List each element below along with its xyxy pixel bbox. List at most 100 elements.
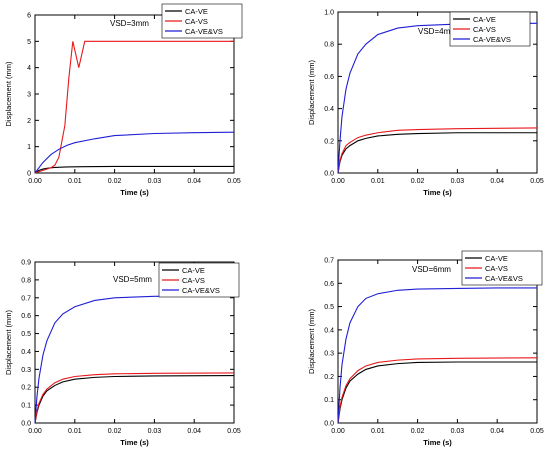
- series-line-ca-ve: [337, 132, 537, 174]
- legend-label: CA-VS: [182, 276, 205, 285]
- series-line-ca-ve-vs: [337, 287, 537, 424]
- plot-frame: [34, 14, 235, 174]
- series-line-ca-ve-vs: [34, 295, 234, 424]
- y-axis-label: Displacement (mm): [4, 61, 13, 127]
- y-tick-label: 0.0: [324, 171, 334, 178]
- x-tick-label: 0.00: [28, 428, 42, 435]
- plot-frame: [337, 259, 538, 424]
- x-tick-label: 0.02: [108, 178, 122, 185]
- series-line-ca-ve-vs: [34, 131, 235, 174]
- x-tick-label: 0.05: [530, 178, 544, 185]
- legend-label: CA-VE&VS: [182, 286, 220, 295]
- x-tick-label: 0.02: [411, 428, 425, 435]
- legend-label: CA-VS: [185, 17, 208, 26]
- y-tick-label: 0.2: [324, 374, 334, 381]
- legend-label: CA-VE: [485, 254, 508, 263]
- legend-label: CA-VS: [473, 25, 496, 34]
- x-axis-label: Time (s): [423, 438, 452, 447]
- legend-label: CA-VE: [473, 15, 496, 24]
- x-axis-label: Time (s): [423, 188, 452, 197]
- y-tick-label: 0.2: [324, 138, 334, 145]
- x-tick-label: 0.03: [451, 178, 465, 185]
- legend-label: CA-VE&VS: [473, 35, 511, 44]
- x-tick-label: 0.01: [68, 428, 82, 435]
- y-tick-label: 2: [27, 118, 31, 125]
- y-tick-label: 0.6: [21, 313, 31, 320]
- legend-box: [461, 250, 543, 286]
- y-tick-label: 4: [27, 65, 31, 72]
- x-tick-label: 0.03: [148, 428, 162, 435]
- y-tick-label: 0.4: [324, 327, 334, 334]
- series-line-ca-ve: [337, 361, 537, 424]
- chart-panel-3: 0.00 0.01 0.02 0.03 0.04 0.05 0.0 0.1 0.2 0.3 0.4 0…: [4, 260, 241, 448]
- vsd-annotation: VSD=6mm: [412, 265, 451, 274]
- chart-panel-4: 0.00 0.01 0.02 0.03 0.04 0.05 0.0 0.1 0.2 0.3 0.4 0…: [307, 250, 544, 447]
- y-tick-label: 6: [27, 13, 31, 20]
- y-axis-label: Displacement (mm): [307, 308, 316, 374]
- y-tick-label: 0.4: [21, 349, 31, 356]
- y-tick-label: 0.8: [21, 277, 31, 284]
- x-axis-label: Time (s): [120, 188, 149, 197]
- y-tick-label: 5: [27, 39, 31, 46]
- y-tick-label: 0.5: [21, 331, 31, 338]
- y-tick-label: 0.7: [324, 258, 334, 265]
- series-line-ca-vs: [337, 357, 538, 424]
- y-tick-label: 0.7: [21, 295, 31, 302]
- y-tick-label: 0.9: [21, 260, 31, 267]
- y-tick-label: 0.8: [324, 42, 334, 49]
- y-tick-label: 0.0: [324, 421, 334, 428]
- y-tick-label: 1.0: [324, 10, 334, 17]
- y-tick-label: 1: [27, 144, 31, 151]
- series-line-ca-vs: [34, 40, 234, 174]
- x-tick-label: 0.04: [187, 428, 201, 435]
- y-tick-label: 0.6: [324, 281, 334, 288]
- vsd-annotation: VSD=3mm: [110, 19, 149, 28]
- y-tick-label: 0.3: [21, 367, 31, 374]
- x-tick-label: 0.03: [451, 428, 465, 435]
- y-axis-label: Displacement (mm): [307, 59, 316, 125]
- x-tick-label: 0.00: [331, 178, 345, 185]
- series-line-ca-vs: [34, 372, 235, 424]
- x-tick-label: 0.04: [187, 178, 201, 185]
- x-tick-label: 0.02: [411, 178, 425, 185]
- x-tick-label: 0.01: [371, 178, 385, 185]
- y-tick-label: 0.3: [324, 351, 334, 358]
- legend-label: CA-VE&VS: [485, 274, 523, 283]
- plot-frame: [337, 11, 538, 174]
- x-tick-label: 0.05: [227, 428, 241, 435]
- vsd-annotation: VSD=4mm: [418, 27, 457, 36]
- y-axis-label: Displacement (mm): [4, 309, 13, 375]
- y-tick-label: 0.1: [21, 403, 31, 410]
- x-tick-label: 0.00: [331, 428, 345, 435]
- x-tick-label: 0.01: [68, 178, 82, 185]
- x-tick-label: 0.00: [28, 178, 42, 185]
- y-tick-label: 3: [27, 92, 31, 99]
- x-tick-label: 0.05: [227, 178, 241, 185]
- y-tick-label: 0.2: [21, 385, 31, 392]
- vsd-annotation: VSD=5mm: [113, 275, 152, 284]
- legend-label: CA-VS: [485, 264, 508, 273]
- series-line-ca-ve: [34, 375, 235, 424]
- y-tick-label: 0.5: [324, 304, 334, 311]
- legend-label: CA-VE: [185, 7, 208, 16]
- y-tick-label: 0.6: [324, 74, 334, 81]
- chart-panel-1: 0.00 0.01 0.02 0.03 0.04 0.05 0 1 2 3 4 5 6 Time (s) D…: [4, 3, 243, 197]
- x-tick-label: 0.05: [530, 428, 544, 435]
- legend-label: CA-VE: [182, 266, 205, 275]
- y-tick-label: 0.0: [21, 421, 31, 428]
- y-tick-label: 0: [27, 171, 31, 178]
- x-axis-label: Time (s): [120, 438, 149, 447]
- x-tick-label: 0.04: [490, 178, 504, 185]
- x-tick-label: 0.03: [148, 178, 162, 185]
- series-line-ca-ve: [34, 165, 234, 174]
- plot-frame: [34, 261, 235, 424]
- y-tick-label: 0.1: [324, 397, 334, 404]
- y-tick-label: 0.4: [324, 106, 334, 113]
- legend-label: CA-VE&VS: [185, 27, 223, 36]
- x-tick-label: 0.01: [371, 428, 385, 435]
